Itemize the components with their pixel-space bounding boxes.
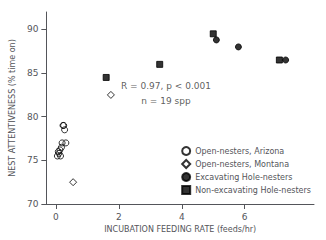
svg-text:90: 90 bbox=[27, 24, 39, 34]
svg-text:6: 6 bbox=[242, 212, 248, 222]
svg-text:INCUBATION FEEDING RATE (feeds: INCUBATION FEEDING RATE (feeds/hr) bbox=[104, 225, 256, 234]
svg-text:Open-nesters, Montana: Open-nesters, Montana bbox=[195, 160, 289, 169]
svg-text:4: 4 bbox=[179, 212, 185, 222]
svg-text:Non-excavating Hole-nesters: Non-excavating Hole-nesters bbox=[195, 186, 311, 195]
svg-text:NEST ATTENTIVENESS (% time on): NEST ATTENTIVENESS (% time on) bbox=[8, 39, 17, 177]
svg-text:70: 70 bbox=[27, 199, 39, 209]
svg-text:75: 75 bbox=[27, 155, 38, 165]
svg-text:85: 85 bbox=[27, 68, 38, 78]
svg-text:n = 19 spp: n = 19 spp bbox=[141, 96, 191, 106]
svg-text:80: 80 bbox=[27, 112, 39, 122]
svg-text:0: 0 bbox=[53, 212, 59, 222]
svg-text:Excavating Hole-nesters: Excavating Hole-nesters bbox=[195, 173, 292, 182]
svg-text:R = 0.97, p < 0.001: R = 0.97, p < 0.001 bbox=[121, 81, 211, 91]
svg-text:Open-nesters, Arizona: Open-nesters, Arizona bbox=[195, 147, 284, 156]
svg-text:2: 2 bbox=[116, 212, 122, 222]
